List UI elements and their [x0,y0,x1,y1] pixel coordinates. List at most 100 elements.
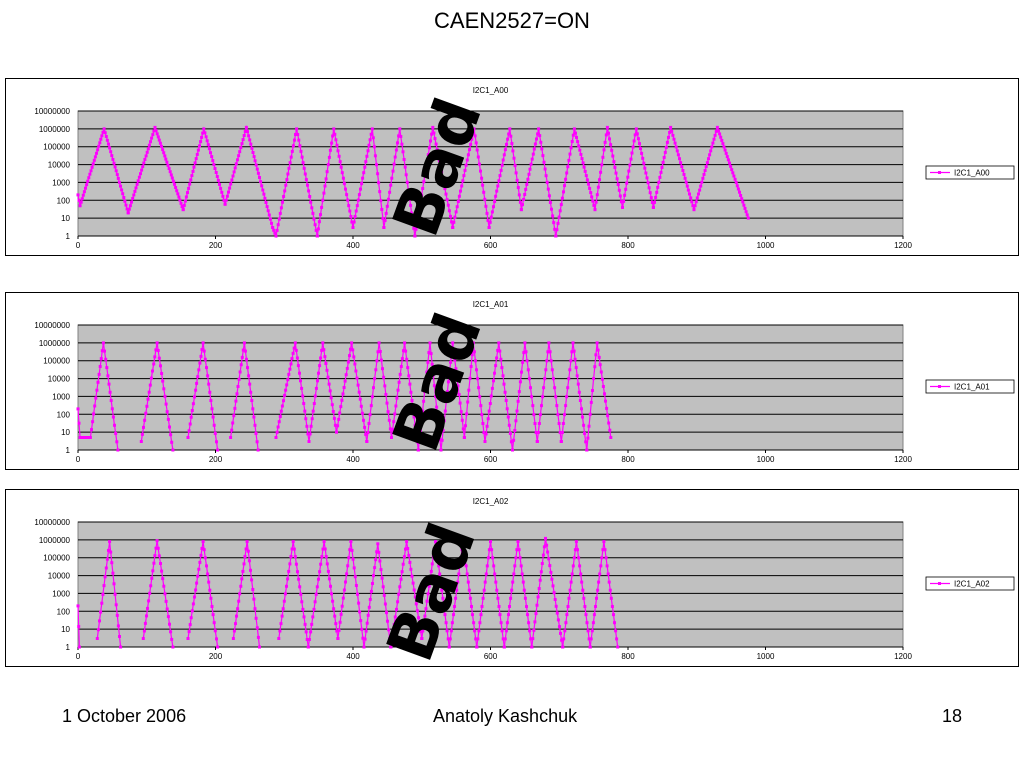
data-point [155,132,159,136]
data-point [102,127,106,131]
data-point [439,580,443,584]
data-point [77,421,81,425]
data-point [510,588,514,592]
data-point [574,540,578,544]
data-point [647,186,651,190]
data-point [400,142,404,146]
data-point [188,623,192,627]
data-point [163,394,167,398]
data-point [290,547,294,551]
chart-svg: I2C1_A0111010010001000010000010000001000… [34,300,1015,464]
data-point [367,143,371,147]
data-point [265,205,269,209]
data-point [597,355,601,359]
data-point [298,585,302,589]
data-point [242,134,246,137]
data-point [458,564,462,568]
data-point [106,374,110,378]
data-point [587,424,591,428]
data-point [502,382,506,386]
data-point [310,206,314,210]
data-point [279,409,283,413]
data-point [544,174,548,178]
data-point [553,598,557,601]
data-point [535,440,539,443]
data-point [232,629,236,633]
data-point [531,637,535,641]
data-point [471,341,475,345]
data-point [610,148,614,152]
data-point [345,193,349,197]
data-point [234,162,238,166]
data-point [622,199,626,203]
data-point [254,432,258,435]
data-point [536,132,540,136]
data-point [164,599,168,603]
data-point [197,368,201,372]
data-point [642,161,646,165]
data-point [323,355,327,359]
data-point [365,621,369,625]
data-point [199,354,203,358]
data-point [308,195,312,198]
data-point [252,597,256,601]
data-point [127,207,131,211]
data-point [613,621,616,625]
data-point [732,174,736,178]
data-point [424,380,428,384]
data-point [569,580,573,584]
data-point [140,168,144,172]
data-point [536,431,540,434]
data-point [500,629,504,633]
data-point [414,432,418,435]
data-point [349,347,352,351]
data-point [512,156,516,160]
data-point [362,645,366,649]
data-point [171,448,175,452]
data-point [388,190,392,194]
data-point [423,390,427,394]
data-point [169,630,173,634]
data-point [97,144,101,148]
data-point [85,183,89,187]
data-point [238,150,242,154]
y-tick-label: 100000 [43,357,70,366]
data-point [80,197,84,201]
data-point [434,142,438,146]
data-point [424,607,428,611]
data-point [518,380,522,384]
data-point [229,436,233,439]
data-point [702,172,706,176]
data-point [520,572,524,576]
data-point [289,155,293,159]
data-point [402,349,405,353]
data-point [596,588,600,592]
data-point [503,390,507,394]
y-tick-label: 10 [61,625,70,634]
data-point [500,366,504,370]
data-point [322,191,326,195]
data-point [339,405,343,409]
data-point [563,629,567,633]
data-point [354,584,358,587]
data-point [287,569,291,573]
data-point [281,607,285,611]
data-point [664,145,668,149]
data-point [76,407,80,411]
data-point [345,572,349,576]
data-point [156,546,160,550]
x-tick-label: 800 [621,455,635,464]
data-point [514,171,518,175]
data-point [617,188,621,192]
data-point [697,192,700,196]
data-point [283,189,287,193]
data-point [535,137,538,141]
data-point [364,160,368,164]
data-point [468,148,471,152]
data-point [639,147,642,150]
data-point [483,580,487,584]
legend-box [925,576,1015,591]
data-point [534,431,538,434]
data-point [501,637,505,641]
data-point [739,194,743,197]
